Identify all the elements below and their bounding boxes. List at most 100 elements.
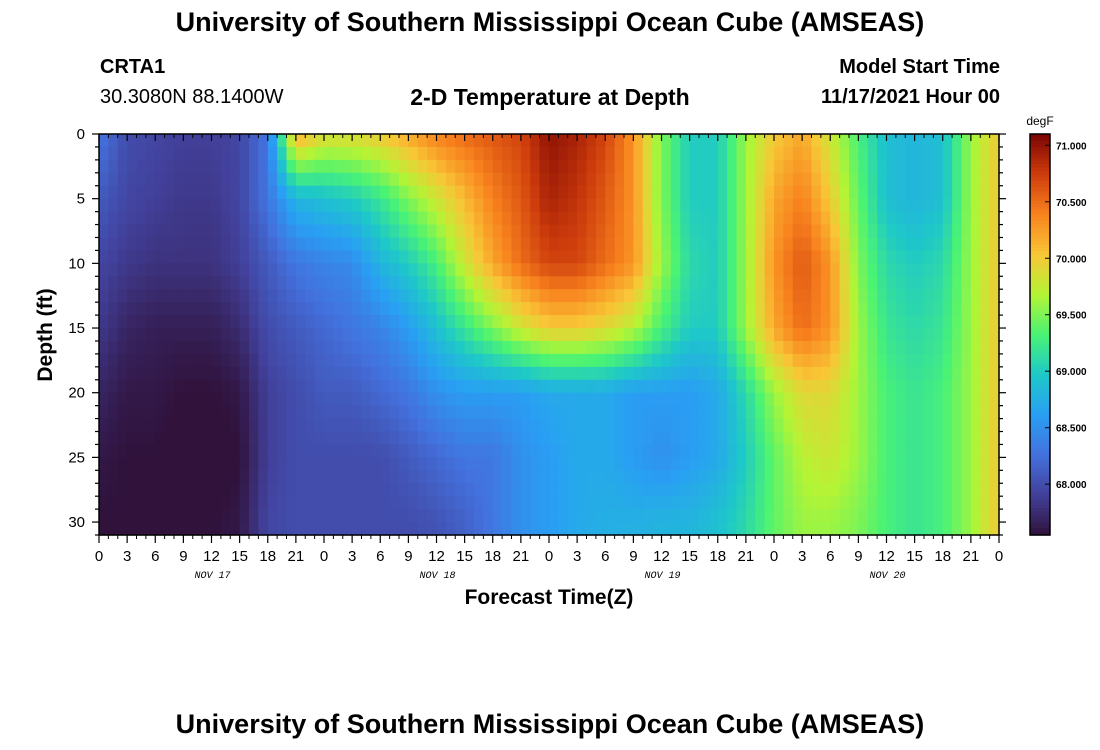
- heatmap-cell: [680, 289, 691, 303]
- heatmap-cell: [792, 134, 803, 148]
- heatmap-cell: [127, 146, 138, 161]
- heatmap-cell: [914, 353, 925, 368]
- heatmap-cell: [389, 211, 400, 226]
- heatmap-cell: [774, 263, 784, 277]
- heatmap-cell: [624, 522, 634, 536]
- heatmap-cell: [99, 353, 109, 368]
- heatmap-cell: [858, 276, 869, 290]
- colorbar-swatch: [1030, 177, 1050, 182]
- heatmap-cell: [520, 237, 531, 252]
- heatmap-cell: [436, 379, 447, 394]
- heatmap-cell: [970, 276, 981, 290]
- heatmap-cell: [670, 237, 681, 252]
- heatmap-cell: [267, 134, 278, 148]
- heatmap-cell: [370, 392, 381, 407]
- heatmap-cell: [549, 509, 559, 523]
- heatmap-cell: [774, 483, 784, 497]
- heatmap-cell: [558, 405, 569, 420]
- heatmap-cell: [942, 172, 953, 187]
- heatmap-cell: [324, 366, 334, 381]
- heatmap-cell: [399, 302, 409, 316]
- heatmap-cell: [192, 315, 203, 329]
- heatmap-cell: [108, 328, 119, 342]
- heatmap-cell: [699, 496, 709, 510]
- heatmap-cell: [624, 302, 634, 316]
- heatmap-cell: [886, 509, 897, 523]
- heatmap-cell: [530, 289, 541, 303]
- heatmap-cell: [417, 470, 428, 484]
- heatmap-cell: [689, 211, 700, 226]
- heatmap-cell: [858, 172, 869, 187]
- heatmap-cell: [755, 522, 766, 536]
- heatmap-cell: [680, 392, 691, 407]
- heatmap-cell: [755, 315, 766, 329]
- heatmap-cell: [595, 457, 606, 471]
- heatmap-cell: [117, 250, 128, 264]
- heatmap-cell: [380, 444, 391, 458]
- heatmap-cell: [399, 159, 409, 174]
- heatmap-cell: [436, 340, 447, 355]
- heatmap-cell: [286, 457, 297, 471]
- heatmap-cell: [717, 302, 728, 316]
- colorbar-swatch: [1030, 511, 1050, 516]
- heatmap-cell: [352, 431, 363, 446]
- heatmap-cell: [624, 185, 634, 200]
- heatmap-cell: [558, 328, 569, 342]
- heatmap-cell: [567, 392, 578, 407]
- heatmap-cell: [633, 159, 644, 174]
- heatmap-cell: [155, 250, 166, 264]
- heatmap-cell: [352, 522, 363, 536]
- heatmap-cell: [952, 159, 963, 174]
- heatmap-cell: [924, 444, 934, 458]
- heatmap-cell: [727, 224, 738, 239]
- heatmap-cell: [267, 250, 278, 264]
- heatmap-cell: [633, 224, 644, 239]
- heatmap-cell: [324, 289, 334, 303]
- heatmap-cell: [858, 302, 869, 316]
- heatmap-cell: [633, 522, 644, 536]
- heatmap-cell: [464, 509, 475, 523]
- heatmap-cell: [445, 366, 456, 381]
- heatmap-cell: [924, 431, 934, 446]
- heatmap-cell: [942, 509, 953, 523]
- heatmap-cell: [989, 457, 1000, 471]
- heatmap-cell: [202, 522, 213, 536]
- heatmap-cell: [352, 289, 363, 303]
- heatmap-cell: [230, 431, 241, 446]
- heatmap-cell: [661, 392, 672, 407]
- heatmap-cell: [614, 457, 625, 471]
- heatmap-cell: [342, 470, 353, 484]
- heatmap-cell: [445, 444, 456, 458]
- heatmap-cell: [680, 198, 691, 213]
- heatmap-cell: [108, 315, 119, 329]
- heatmap-cell: [886, 224, 897, 239]
- heatmap-cell: [849, 340, 859, 355]
- heatmap-cell: [792, 444, 803, 458]
- heatmap-cell: [474, 509, 484, 523]
- heatmap-cell: [361, 159, 372, 174]
- heatmap-cell: [680, 353, 691, 368]
- heatmap-cell: [802, 146, 813, 161]
- heatmap-cell: [455, 444, 466, 458]
- heatmap-cell: [961, 353, 972, 368]
- heatmap-cell: [839, 263, 850, 277]
- heatmap-cell: [333, 237, 344, 252]
- heatmap-cell: [277, 237, 288, 252]
- colorbar-swatch: [1030, 210, 1050, 215]
- heatmap-cell: [708, 328, 719, 342]
- heatmap-cell: [577, 315, 588, 329]
- heatmap-cell: [652, 224, 663, 239]
- heatmap-cell: [745, 146, 756, 161]
- heatmap-cell: [774, 366, 784, 381]
- heatmap-cell: [136, 483, 147, 497]
- heatmap-cell: [699, 302, 709, 316]
- heatmap-cell: [427, 405, 438, 420]
- heatmap-cell: [567, 509, 578, 523]
- heatmap-cell: [389, 509, 400, 523]
- heatmap-cell: [136, 405, 147, 420]
- heatmap-cell: [830, 509, 841, 523]
- heatmap-cell: [905, 496, 916, 510]
- heatmap-cell: [624, 328, 634, 342]
- heatmap-cell: [99, 379, 109, 394]
- heatmap-cell: [502, 224, 513, 239]
